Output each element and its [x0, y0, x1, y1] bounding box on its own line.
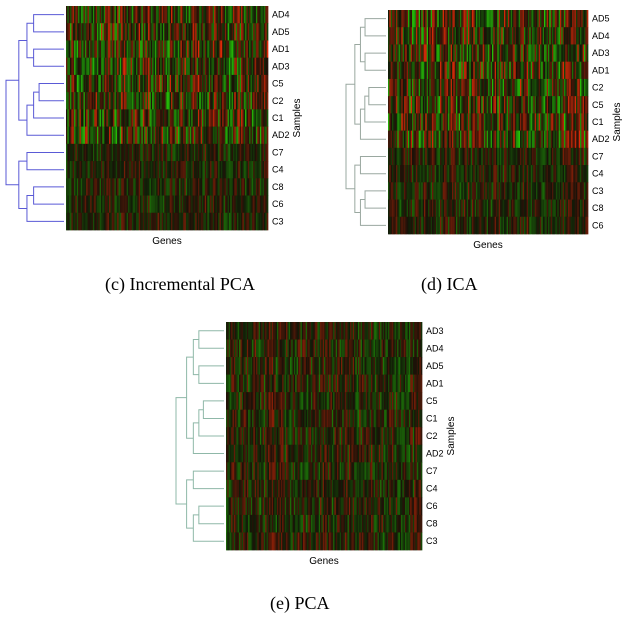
sample-label-c2: C2 [272, 96, 284, 106]
sample-label-ad2: AD2 [592, 134, 610, 144]
sample-label-ad1: AD1 [272, 44, 290, 54]
dendrogram [345, 18, 386, 226]
sample-label-c1: C1 [426, 414, 438, 424]
sample-label-c6: C6 [426, 501, 438, 511]
sample-label-ad1: AD1 [426, 378, 444, 388]
sample-label-ad2: AD2 [426, 449, 444, 459]
sample-label-c5: C5 [592, 100, 604, 110]
sample-label-c7: C7 [272, 148, 284, 158]
sample-label-c6: C6 [272, 199, 284, 209]
sample-label-ad5: AD5 [592, 14, 610, 24]
sample-label-c4: C4 [426, 484, 438, 494]
y-axis-label: Samples [292, 99, 303, 138]
y-axis-label: Samples [612, 103, 623, 142]
dendrogram [175, 330, 224, 542]
sample-label-c6: C6 [592, 220, 604, 230]
heatmap-cells [66, 6, 269, 231]
heatmap-pca: AD3 AD4 AD5 AD1 C5 C1 C2 AD2 C7 C4 C6 C8 C3 Samples Ge… [175, 322, 457, 567]
sample-label-c7: C7 [592, 152, 604, 162]
caption-ica: (d) ICA [421, 274, 478, 294]
panel-pca: AD3 AD4 AD5 AD1 C5 C1 C2 AD2 C7 C4 C6 C8 C3 Samples Ge… [160, 310, 480, 619]
sample-label-ad3: AD3 [592, 48, 610, 58]
heatmap-cells [388, 10, 589, 235]
sample-label-c5: C5 [272, 79, 284, 89]
sample-label-c8: C8 [426, 519, 438, 529]
sample-label-c3: C3 [426, 536, 438, 546]
sample-label-c3: C3 [592, 186, 604, 196]
sample-label-ad3: AD3 [272, 61, 290, 71]
sample-label-c4: C4 [592, 169, 604, 179]
x-axis-label: Genes [309, 556, 338, 567]
sample-label-c2: C2 [426, 431, 438, 441]
panel-ica: AD5 AD4 AD3 AD1 C2 C5 C1 AD2 C7 C4 C3 C8 C6 Samples Ge… [320, 0, 632, 294]
sample-label-ad4: AD4 [592, 31, 610, 41]
heatmap-incremental-pca: AD4 AD5 AD1 AD3 C5 C2 C1 AD2 C7 C4 C8 C6 C3 Samples Ge… [5, 6, 303, 247]
sample-label-ad1: AD1 [592, 65, 610, 75]
x-axis-label: Genes [152, 236, 181, 247]
y-axis-label: Samples [446, 417, 457, 456]
sample-label-ad2: AD2 [272, 130, 290, 140]
sample-label-c3: C3 [272, 216, 284, 226]
dendrogram [5, 14, 64, 222]
sample-label-c4: C4 [272, 165, 284, 175]
sample-label-c1: C1 [272, 113, 284, 123]
caption-pca: (e) PCA [270, 593, 330, 613]
sample-label-ad3: AD3 [426, 326, 444, 336]
sample-label-ad4: AD4 [426, 343, 444, 353]
panel-incremental-pca: AD4 AD5 AD1 AD3 C5 C2 C1 AD2 C7 C4 C8 C6 C3 Samples Ge… [0, 0, 310, 294]
x-axis-label: Genes [473, 240, 502, 251]
sample-label-c5: C5 [426, 396, 438, 406]
sample-label-c7: C7 [426, 466, 438, 476]
heatmap-ica: AD5 AD4 AD3 AD1 C2 C5 C1 AD2 C7 C4 C3 C8 C6 Samples Ge… [345, 10, 623, 251]
sample-label-c8: C8 [592, 203, 604, 213]
sample-label-ad5: AD5 [272, 27, 290, 37]
sample-label-ad4: AD4 [272, 10, 290, 20]
heatmap-cells [226, 322, 423, 551]
sample-label-c2: C2 [592, 83, 604, 93]
caption-incremental-pca: (c) Incremental PCA [105, 274, 255, 294]
sample-label-c8: C8 [272, 182, 284, 192]
sample-label-c1: C1 [592, 117, 604, 127]
sample-label-ad5: AD5 [426, 361, 444, 371]
